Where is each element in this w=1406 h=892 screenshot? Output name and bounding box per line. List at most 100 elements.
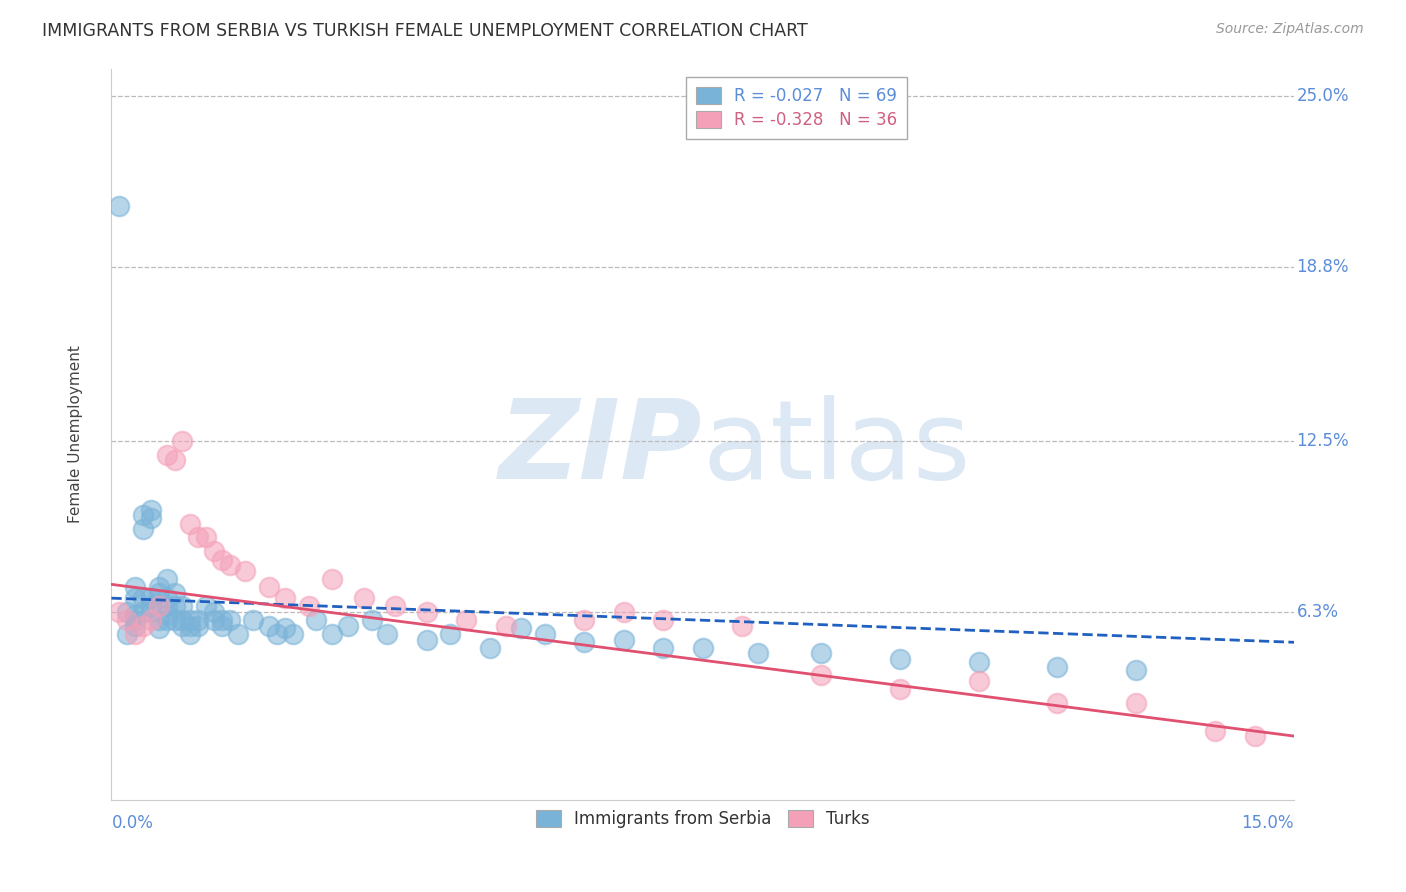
Point [156, 591, 179, 606]
Text: Source: ZipAtlas.com: Source: ZipAtlas.com [1216, 22, 1364, 37]
Point [889, 652, 911, 666]
Point [187, 531, 209, 545]
Text: 6.3%: 6.3% [1296, 603, 1339, 621]
Point [156, 599, 179, 614]
Point [202, 613, 225, 627]
Point [613, 632, 636, 647]
Point [163, 585, 186, 599]
Legend: Immigrants from Serbia, Turks: Immigrants from Serbia, Turks [529, 804, 876, 835]
Point [1046, 660, 1069, 674]
Point [211, 613, 233, 627]
Point [1243, 729, 1265, 743]
Point [218, 613, 240, 627]
Point [257, 618, 280, 632]
Point [1125, 663, 1147, 677]
Point [124, 580, 146, 594]
Point [274, 622, 297, 636]
Point [132, 508, 155, 523]
Text: Female Unemployment: Female Unemployment [69, 345, 83, 523]
Point [226, 627, 249, 641]
Point [179, 618, 201, 632]
Point [478, 640, 501, 655]
Point [202, 605, 225, 619]
Text: 25.0%: 25.0% [1296, 87, 1348, 105]
Point [235, 564, 257, 578]
Point [139, 503, 162, 517]
Point [336, 618, 359, 632]
Point [115, 613, 138, 627]
Text: 18.8%: 18.8% [1296, 258, 1348, 277]
Point [148, 585, 170, 599]
Point [1046, 696, 1069, 710]
Point [305, 613, 328, 627]
Point [810, 646, 832, 660]
Point [297, 599, 319, 614]
Point [115, 627, 138, 641]
Point [156, 607, 179, 622]
Text: 12.5%: 12.5% [1296, 432, 1348, 450]
Point [242, 613, 264, 627]
Point [156, 572, 179, 586]
Point [967, 673, 990, 688]
Point [321, 627, 343, 641]
Point [108, 199, 131, 213]
Point [810, 668, 832, 682]
Point [510, 622, 533, 636]
Point [108, 605, 131, 619]
Point [202, 544, 225, 558]
Point [148, 622, 170, 636]
Point [377, 627, 399, 641]
Point [124, 607, 146, 622]
Point [172, 618, 194, 632]
Point [132, 591, 155, 606]
Point [360, 613, 382, 627]
Point [156, 448, 179, 462]
Text: 15.0%: 15.0% [1241, 814, 1294, 832]
Point [218, 558, 240, 572]
Point [163, 453, 186, 467]
Point [187, 613, 209, 627]
Point [148, 599, 170, 614]
Point [172, 434, 194, 448]
Point [132, 618, 155, 632]
Point [172, 599, 194, 614]
Text: 0.0%: 0.0% [111, 814, 153, 832]
Point [257, 580, 280, 594]
Point [163, 613, 186, 627]
Point [163, 599, 186, 614]
Point [384, 599, 406, 614]
Point [124, 591, 146, 606]
Point [139, 599, 162, 614]
Point [281, 627, 304, 641]
Point [187, 618, 209, 632]
Point [439, 627, 461, 641]
Point [456, 613, 478, 627]
Point [967, 655, 990, 669]
Text: ZIP: ZIP [499, 395, 703, 502]
Point [124, 613, 146, 627]
Point [139, 613, 162, 627]
Point [124, 627, 146, 641]
Point [156, 613, 179, 627]
Point [1125, 696, 1147, 710]
Point [139, 605, 162, 619]
Point [274, 591, 297, 606]
Text: atlas: atlas [703, 395, 972, 502]
Point [692, 640, 714, 655]
Point [1204, 723, 1226, 738]
Point [652, 640, 675, 655]
Point [211, 618, 233, 632]
Point [495, 618, 517, 632]
Point [534, 627, 557, 641]
Point [179, 613, 201, 627]
Point [148, 580, 170, 594]
Point [179, 627, 201, 641]
Point [132, 522, 155, 536]
Point [172, 613, 194, 627]
Text: IMMIGRANTS FROM SERBIA VS TURKISH FEMALE UNEMPLOYMENT CORRELATION CHART: IMMIGRANTS FROM SERBIA VS TURKISH FEMALE… [42, 22, 808, 40]
Point [613, 605, 636, 619]
Point [139, 511, 162, 525]
Point [889, 682, 911, 697]
Point [574, 613, 596, 627]
Point [124, 618, 146, 632]
